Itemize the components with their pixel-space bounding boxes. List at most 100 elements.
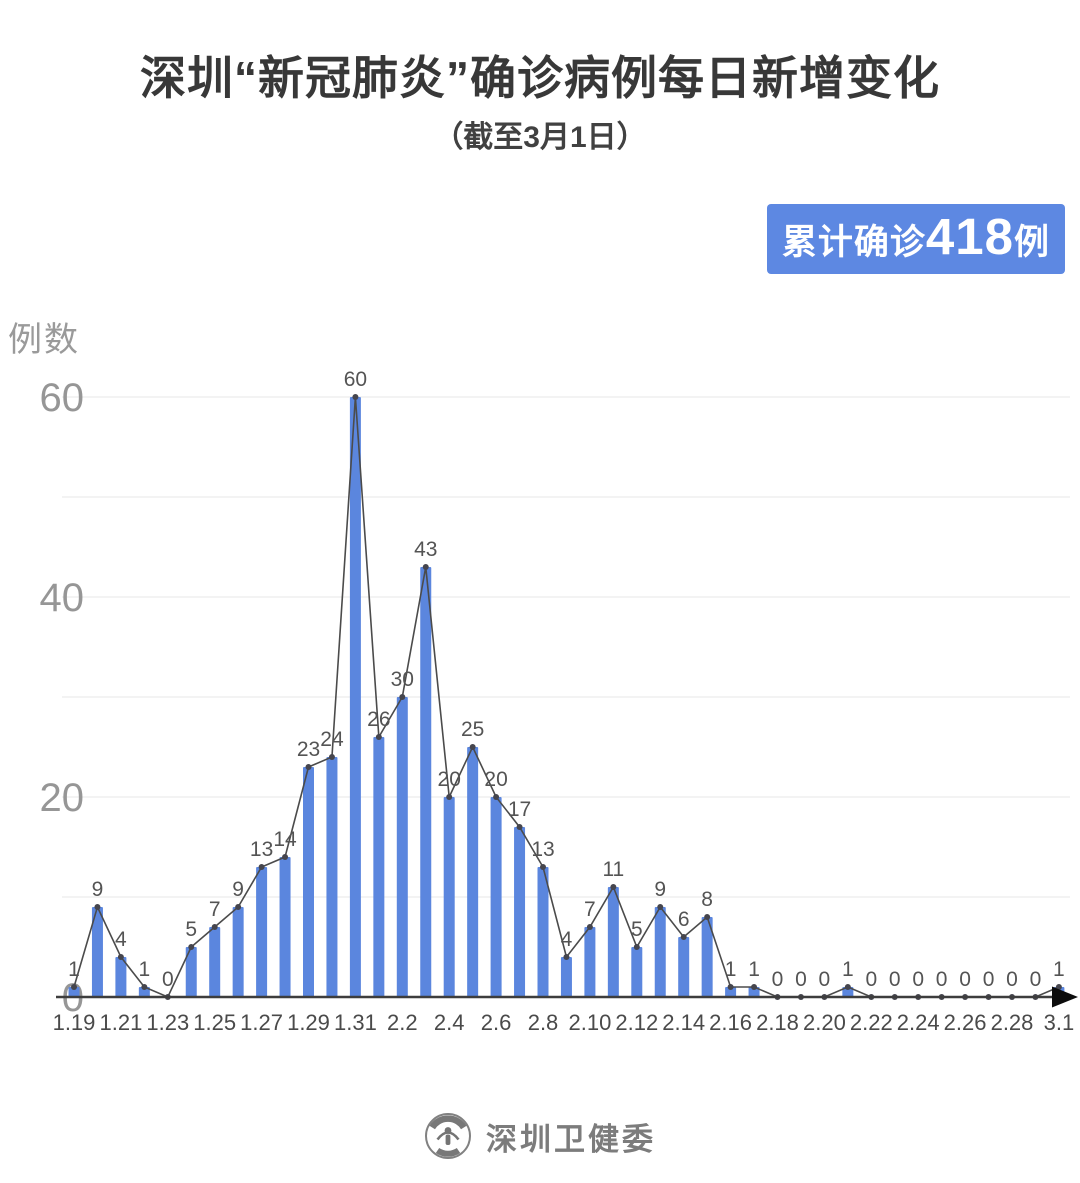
bar [185, 947, 197, 997]
x-tick-label: 3.1 [1044, 1010, 1075, 1035]
data-point-marker [844, 984, 851, 990]
chart-canvas: 0204060194105791314232460263043202520171… [40, 368, 1078, 1035]
org-name: 深圳卫健委 [486, 1121, 656, 1157]
data-point-marker [188, 944, 195, 950]
bar [91, 907, 103, 997]
x-tick-label: 1.27 [240, 1010, 283, 1035]
value-label: 4 [561, 928, 573, 951]
value-label: 0 [889, 968, 901, 991]
data-point-marker [680, 934, 687, 940]
value-label: 11 [602, 858, 624, 881]
bar [467, 747, 479, 997]
value-label: 23 [297, 738, 320, 761]
value-label: 0 [936, 968, 948, 991]
bar [279, 857, 291, 997]
value-label: 6 [678, 908, 690, 931]
data-point-marker [727, 984, 734, 990]
data-point-marker [352, 394, 359, 400]
x-tick-label: 2.18 [756, 1010, 799, 1035]
value-label: 4 [115, 928, 127, 951]
bar [396, 697, 408, 997]
value-label: 0 [865, 968, 877, 991]
value-label: 0 [819, 968, 831, 991]
x-tick-label: 2.2 [387, 1010, 418, 1035]
data-point-marker [493, 794, 500, 800]
value-label: 1 [725, 958, 737, 981]
value-label: 0 [912, 968, 924, 991]
y-tick-label: 60 [40, 376, 85, 420]
bar [256, 867, 268, 997]
data-point-marker [610, 884, 617, 890]
value-label: 60 [344, 368, 367, 391]
chart-area: 0204060194105791314232460263043202520171… [0, 300, 1080, 1080]
bar [349, 397, 361, 997]
y-tick-label: 20 [40, 776, 85, 820]
value-label: 1 [842, 958, 854, 981]
value-label: 8 [701, 888, 713, 911]
y-axis-title: 例数 [8, 321, 80, 359]
x-tick-label: 2.4 [434, 1010, 465, 1035]
data-point-marker [71, 984, 77, 990]
data-point-marker [469, 744, 476, 750]
data-point-marker [258, 864, 265, 870]
data-point-marker [375, 734, 382, 740]
value-label: 9 [232, 878, 244, 901]
bar [748, 987, 760, 997]
value-label: 13 [250, 838, 273, 861]
bar [326, 757, 338, 997]
value-label: 7 [209, 898, 221, 921]
value-label: 43 [414, 538, 437, 561]
shenzhen-health-commission-seal-icon [425, 1113, 471, 1159]
data-point-marker [422, 564, 429, 570]
data-point-marker [211, 924, 218, 930]
data-point-marker [657, 904, 664, 910]
x-tick-label: 1.19 [53, 1010, 96, 1035]
bar [303, 767, 314, 997]
cumulative-total-badge: 累计确诊 418 例 [766, 204, 1065, 274]
x-tick-label: 1.31 [334, 1010, 377, 1035]
bar [842, 987, 854, 997]
value-label: 9 [92, 878, 104, 901]
value-label: 13 [531, 838, 554, 861]
value-label: 20 [438, 768, 461, 791]
x-tick-label: 2.24 [897, 1010, 940, 1035]
data-point-marker [751, 984, 758, 990]
value-label: 7 [584, 898, 596, 921]
data-point-marker [305, 764, 312, 770]
value-label: 0 [772, 968, 784, 991]
x-tick-label: 2.16 [709, 1010, 752, 1035]
data-point-marker [282, 854, 289, 860]
bar [678, 937, 690, 997]
bar [68, 987, 80, 997]
value-label: 5 [631, 918, 643, 941]
x-tick-label: 1.29 [287, 1010, 330, 1035]
bar [584, 927, 596, 997]
value-label: 0 [959, 968, 971, 991]
x-axis-arrow-icon [1052, 986, 1078, 1008]
value-label: 24 [320, 728, 344, 751]
page-title: 深圳“新冠肺炎”确诊病例每日新增变化 [140, 52, 940, 104]
data-point-marker [141, 984, 148, 990]
bar [138, 987, 150, 997]
value-label: 0 [162, 968, 174, 991]
bar [115, 957, 127, 997]
x-tick-label: 2.12 [615, 1010, 658, 1035]
bar [209, 927, 221, 997]
value-label: 1 [139, 958, 151, 981]
data-point-marker [446, 794, 453, 800]
value-label: 0 [983, 968, 995, 991]
bar [514, 827, 526, 997]
value-label: 0 [1030, 968, 1042, 991]
data-point-marker [94, 904, 101, 910]
x-tick-label: 1.21 [99, 1010, 142, 1035]
data-point-marker [633, 944, 640, 950]
bar [537, 867, 549, 997]
x-tick-label: 2.26 [944, 1010, 987, 1035]
data-point-marker [563, 954, 570, 960]
bar [607, 887, 619, 997]
value-label: 1 [748, 958, 760, 981]
x-tick-label: 2.28 [991, 1010, 1034, 1035]
page-subtitle: （截至3月1日） [433, 121, 647, 154]
value-label: 0 [795, 968, 807, 991]
value-label: 26 [367, 708, 390, 731]
